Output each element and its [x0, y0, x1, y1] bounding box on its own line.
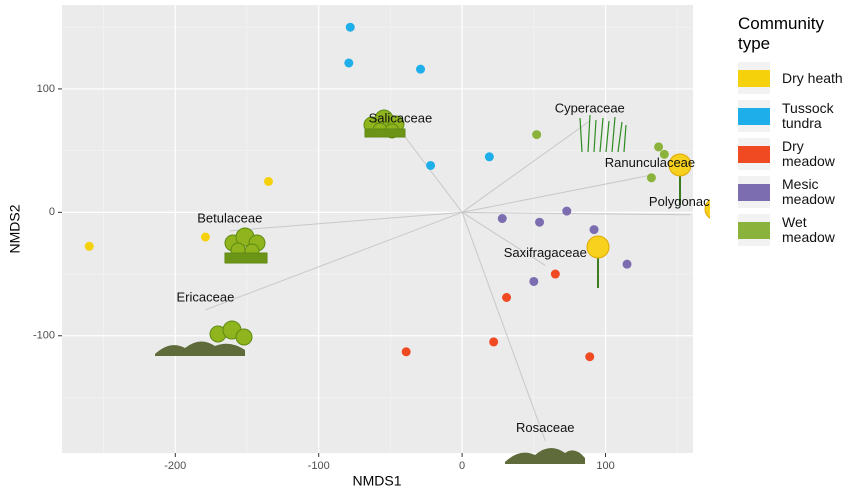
- y-tick-label: 0: [49, 206, 55, 218]
- point: [344, 59, 353, 68]
- point: [502, 293, 511, 302]
- legend-label: Tussock tundra: [782, 101, 844, 131]
- x-tick-label: -100: [308, 460, 330, 472]
- legend-item: Dry heath: [738, 62, 848, 94]
- point: [623, 260, 632, 269]
- point: [585, 352, 594, 361]
- legend-key: [738, 214, 770, 246]
- point: [485, 152, 494, 161]
- vector-label: Saxifragaceae: [504, 245, 587, 260]
- legend-item: Wet meadow: [738, 214, 848, 246]
- legend-key: [738, 100, 770, 132]
- point: [590, 225, 599, 234]
- point: [551, 270, 560, 279]
- point: [489, 337, 498, 346]
- point: [264, 177, 273, 186]
- point: [85, 242, 94, 251]
- legend-key: [738, 62, 770, 94]
- point: [402, 347, 411, 356]
- legend-swatch: [738, 146, 770, 163]
- vector-label: Rosaceae: [516, 420, 575, 435]
- legend-swatch: [738, 70, 770, 87]
- x-tick-label: 100: [596, 460, 614, 472]
- legend-label: Wet meadow: [782, 215, 844, 245]
- y-axis-label: NMDS2: [7, 204, 23, 253]
- vector-label: Polygonaceae: [649, 194, 710, 209]
- x-tick-label: 0: [459, 460, 465, 472]
- legend-title: Community type: [738, 14, 838, 54]
- point: [201, 233, 210, 242]
- point: [498, 214, 507, 223]
- legend-swatch: [738, 222, 770, 239]
- legend-item: Tussock tundra: [738, 100, 848, 132]
- legend-item: Dry meadow: [738, 138, 848, 170]
- vector-label: Cyperaceae: [555, 100, 625, 115]
- legend-label: Mesic meadow: [782, 177, 844, 207]
- x-axis-label: NMDS1: [352, 473, 401, 489]
- legend-item: Mesic meadow: [738, 176, 848, 208]
- page: Salicaceae Cyperaceae Ranunculaceae Polygon…: [0, 0, 851, 493]
- y-tick-label: -100: [33, 330, 55, 342]
- point: [529, 277, 538, 286]
- vector-label: Salicaceae: [369, 110, 433, 125]
- legend-label: Dry meadow: [782, 139, 844, 169]
- point: [535, 218, 544, 227]
- vector-label: Ranunculaceae: [605, 155, 695, 170]
- point: [654, 142, 663, 151]
- point: [562, 207, 571, 216]
- chart: Salicaceae Cyperaceae Ranunculaceae Polygon…: [0, 0, 710, 493]
- legend-key: [738, 176, 770, 208]
- y-tick-label: 100: [37, 83, 55, 95]
- legend-key: [738, 138, 770, 170]
- x-tick-label: -200: [164, 460, 186, 472]
- legend-label: Dry heath: [782, 71, 844, 86]
- vector-label: Betulaceae: [197, 210, 262, 225]
- legend: Community type Dry heath Tussock tundra Dr…: [738, 14, 848, 252]
- point: [346, 23, 355, 32]
- vector-label: Ericaceae: [177, 289, 235, 304]
- point: [416, 65, 425, 74]
- point: [532, 130, 541, 139]
- point: [647, 173, 656, 182]
- point: [426, 161, 435, 170]
- legend-swatch: [738, 108, 770, 125]
- legend-swatch: [738, 184, 770, 201]
